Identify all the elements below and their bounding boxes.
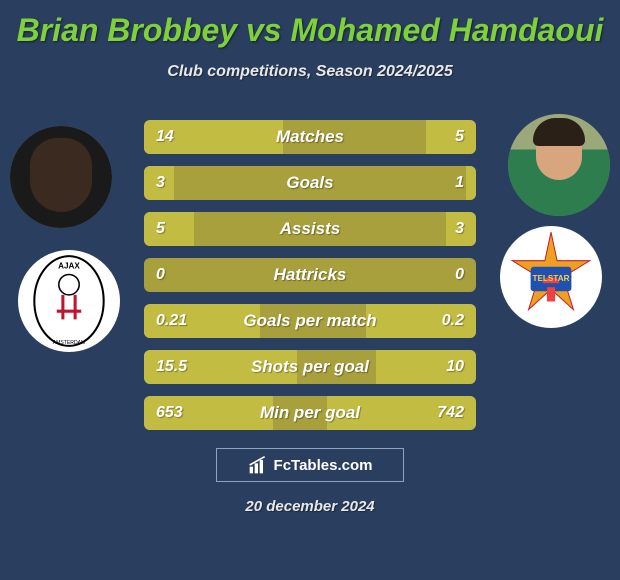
stat-value-right: 5 <box>455 128 464 146</box>
stat-label: Min per goal <box>260 403 360 423</box>
svg-text:TELSTAR: TELSTAR <box>532 274 569 283</box>
stat-value-left: 15.5 <box>156 358 187 376</box>
stat-value-left: 653 <box>156 404 183 422</box>
stat-row: 14 Matches 5 <box>144 120 476 154</box>
stat-value-left: 3 <box>156 174 165 192</box>
bars-icon <box>248 455 268 475</box>
player-right-avatar <box>508 114 610 216</box>
stat-value-right: 0 <box>455 266 464 284</box>
stat-fill-right <box>426 120 476 154</box>
stat-value-right: 742 <box>437 404 464 422</box>
svg-text:AMSTERDAM: AMSTERDAM <box>53 340 86 346</box>
stat-value-right: 0.2 <box>442 312 464 330</box>
club-right-logo: TELSTAR <box>500 226 602 328</box>
stat-value-right: 10 <box>446 358 464 376</box>
stat-label: Hattricks <box>274 265 347 285</box>
stat-label: Goals per match <box>243 311 376 331</box>
svg-text:AJAX: AJAX <box>58 261 80 270</box>
stat-label: Assists <box>280 219 340 239</box>
stat-value-left: 5 <box>156 220 165 238</box>
stat-label: Matches <box>276 127 344 147</box>
stat-label: Goals <box>286 173 333 193</box>
stat-row: 0 Hattricks 0 <box>144 258 476 292</box>
stat-fill-right <box>466 166 476 200</box>
stat-row: 5 Assists 3 <box>144 212 476 246</box>
stat-value-right: 3 <box>455 220 464 238</box>
subtitle: Club competitions, Season 2024/2025 <box>0 63 620 81</box>
stat-row: 653 Min per goal 742 <box>144 396 476 430</box>
page-title: Brian Brobbey vs Mohamed Hamdaoui <box>0 0 620 49</box>
stats-container: 14 Matches 5 3 Goals 1 5 Assists 3 0 Hattricks 0 0.2… <box>144 120 476 442</box>
stat-value-right: 1 <box>455 174 464 192</box>
brand-badge: FcTables.com <box>216 448 404 482</box>
stat-row: 3 Goals 1 <box>144 166 476 200</box>
club-left-logo: AJAX AMSTERDAM <box>18 250 120 352</box>
brand-text: FcTables.com <box>274 457 373 474</box>
stat-label: Shots per goal <box>251 357 369 377</box>
stat-row: 0.21 Goals per match 0.2 <box>144 304 476 338</box>
stat-row: 15.5 Shots per goal 10 <box>144 350 476 384</box>
player-left-avatar <box>10 126 112 228</box>
stat-value-left: 14 <box>156 128 174 146</box>
date-text: 20 december 2024 <box>245 498 374 515</box>
stat-value-left: 0.21 <box>156 312 187 330</box>
stat-value-left: 0 <box>156 266 165 284</box>
stat-fill-left <box>144 212 194 246</box>
